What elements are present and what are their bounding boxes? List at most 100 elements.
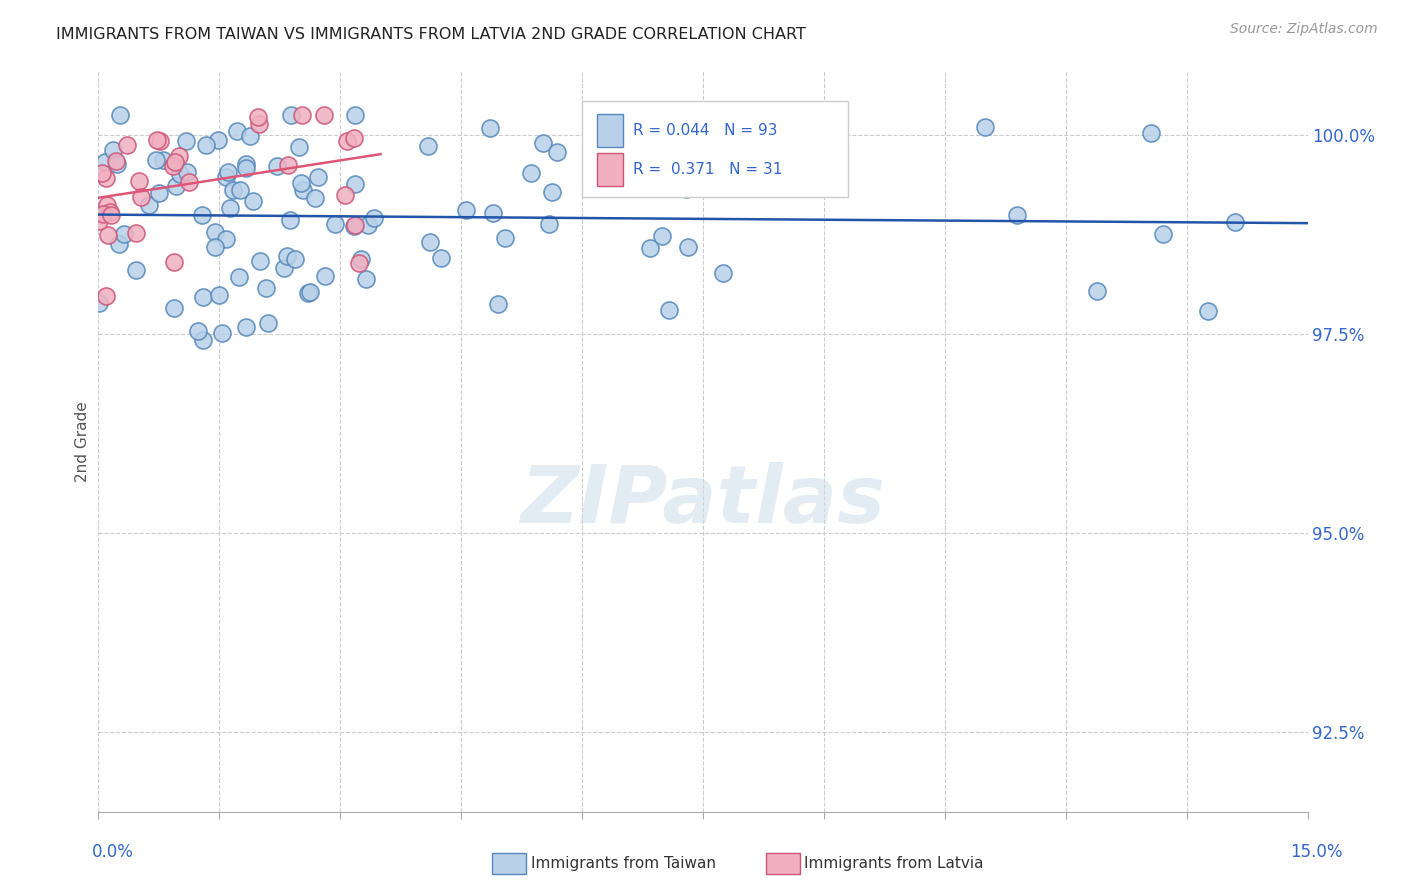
Point <box>94 171 117 186</box>
Point <box>100 205 122 219</box>
Text: Immigrants from Latvia: Immigrants from Latvia <box>804 856 984 871</box>
Point <box>91 165 114 179</box>
Point <box>254 280 277 294</box>
Point <box>638 241 661 255</box>
Point <box>222 183 245 197</box>
Point <box>104 154 127 169</box>
Point <box>1197 304 1219 318</box>
Point <box>486 297 509 311</box>
Point <box>344 108 367 122</box>
Point <box>96 198 118 212</box>
Point <box>117 137 139 152</box>
Point <box>146 133 169 147</box>
Point <box>228 270 250 285</box>
Point <box>323 217 346 231</box>
Point <box>481 206 503 220</box>
Text: R = 0.044   N = 93: R = 0.044 N = 93 <box>633 123 778 138</box>
Point <box>145 153 167 167</box>
Point <box>91 207 114 221</box>
Point <box>541 185 564 199</box>
Point <box>454 203 477 218</box>
Point <box>162 159 184 173</box>
Point <box>1085 285 1108 299</box>
Point <box>194 137 217 152</box>
Point <box>1005 208 1028 222</box>
Point <box>125 226 148 240</box>
Point <box>312 108 335 122</box>
Point <box>246 110 269 124</box>
Point <box>219 201 242 215</box>
Point <box>277 159 299 173</box>
Point <box>297 285 319 300</box>
Point <box>235 319 257 334</box>
Point <box>343 131 366 145</box>
Point <box>163 154 186 169</box>
Point <box>217 165 239 179</box>
Point <box>225 124 247 138</box>
Point <box>658 302 681 317</box>
Point <box>176 165 198 179</box>
Point <box>211 326 233 341</box>
Point <box>347 256 370 270</box>
Point <box>239 129 262 144</box>
Point <box>108 108 131 122</box>
Point <box>308 170 330 185</box>
Point <box>152 153 174 168</box>
Point <box>280 108 302 122</box>
Point <box>169 167 191 181</box>
Point <box>333 188 356 202</box>
Text: 15.0%: 15.0% <box>1291 843 1343 861</box>
Point <box>291 108 314 122</box>
Point <box>266 159 288 173</box>
Point <box>149 134 172 148</box>
Point <box>299 285 322 299</box>
Point <box>94 155 117 169</box>
Point <box>284 252 307 267</box>
Point <box>336 134 359 148</box>
Point <box>105 157 128 171</box>
Point <box>711 266 734 280</box>
Point <box>235 157 257 171</box>
Point <box>167 149 190 163</box>
Point <box>190 208 212 222</box>
Point <box>287 139 309 153</box>
Point <box>494 230 516 244</box>
Point <box>546 145 568 160</box>
Point <box>94 288 117 302</box>
Point <box>242 194 264 209</box>
Point <box>249 253 271 268</box>
Point <box>478 121 501 136</box>
Point <box>215 232 238 246</box>
Text: IMMIGRANTS FROM TAIWAN VS IMMIGRANTS FROM LATVIA 2ND GRADE CORRELATION CHART: IMMIGRANTS FROM TAIWAN VS IMMIGRANTS FRO… <box>56 27 806 42</box>
Point <box>235 161 257 176</box>
Point <box>148 186 170 200</box>
Point <box>276 249 298 263</box>
Point <box>125 262 148 277</box>
Point <box>100 208 122 222</box>
Point <box>357 218 380 232</box>
Point <box>531 136 554 150</box>
Point <box>257 316 280 330</box>
Point <box>720 169 742 183</box>
Point <box>87 295 110 310</box>
Point <box>343 177 366 191</box>
Point <box>350 252 373 266</box>
Point <box>278 213 301 227</box>
Point <box>87 214 110 228</box>
Point <box>114 227 136 241</box>
Bar <box>596 153 623 186</box>
Point <box>343 219 366 234</box>
Point <box>204 225 226 239</box>
Bar <box>596 113 623 147</box>
Point <box>165 178 187 193</box>
Text: Source: ZipAtlas.com: Source: ZipAtlas.com <box>1230 22 1378 37</box>
Point <box>208 287 231 301</box>
Point <box>675 182 697 196</box>
Point <box>229 183 252 197</box>
Point <box>1140 126 1163 140</box>
Point <box>215 170 238 185</box>
Point <box>163 255 186 269</box>
Point <box>247 117 270 131</box>
Point <box>1225 215 1247 229</box>
Point <box>163 301 186 315</box>
